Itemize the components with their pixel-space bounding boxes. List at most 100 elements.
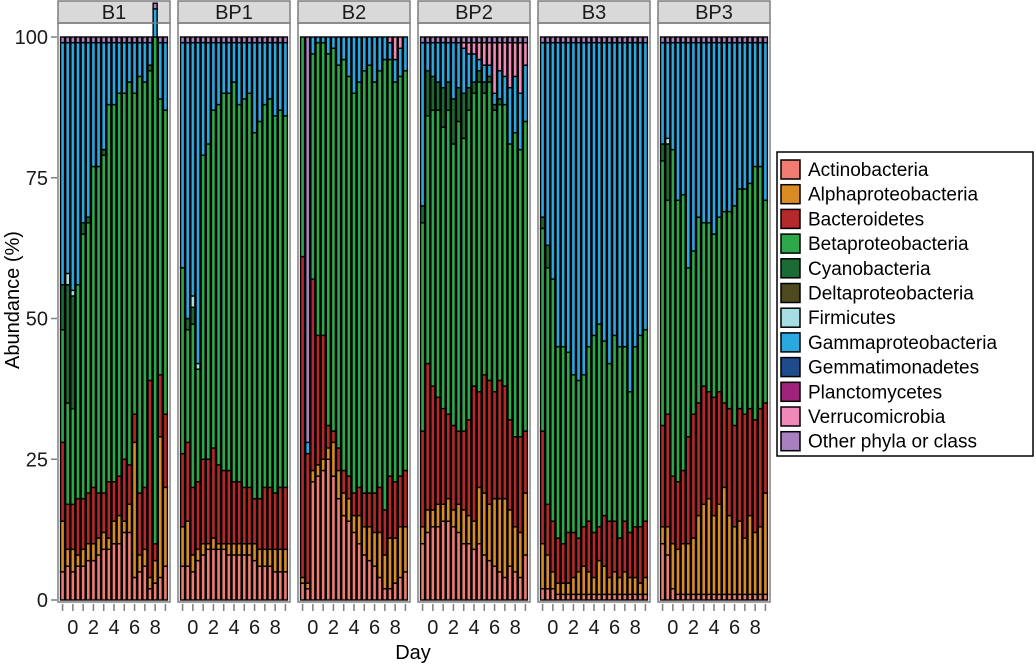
bar-segment-bacteroidetes <box>282 486 289 551</box>
bar-segment-actinobacteria <box>539 588 546 601</box>
bar-segment-bacteroidetes <box>517 436 523 534</box>
bar-segment-betaproteobacteria <box>752 165 758 421</box>
bar-segment-betaproteobacteria <box>445 109 451 415</box>
bar-segment-bacteroidetes <box>272 492 278 551</box>
bar-segment-betaproteobacteria <box>315 41 321 337</box>
bar-segment-betaproteobacteria <box>737 188 743 410</box>
bar-segment-bacteroidetes <box>267 486 273 551</box>
bar-segment-bacteroidetes <box>762 402 769 494</box>
bar-segment-actinobacteria <box>632 593 638 601</box>
bar-segment-alphaproteobacteria <box>502 497 508 579</box>
bar-segment-alphaproteobacteria <box>121 520 127 534</box>
bar-segment-alphaproteobacteria <box>221 543 227 551</box>
bar-segment-bacteroidetes <box>455 430 462 505</box>
bar-segment-other-phyla-or-class <box>757 36 763 44</box>
bar-segment-alphaproteobacteria <box>491 497 498 567</box>
bar-segment-actinobacteria <box>555 593 561 601</box>
bar-segment-betaproteobacteria <box>606 362 613 522</box>
bar-segment-actinobacteria <box>507 565 513 601</box>
bar-segment-betaproteobacteria <box>601 340 607 517</box>
bar-segment-other-phyla-or-class <box>481 36 487 44</box>
bar-segment-cyanobacteria <box>147 64 153 72</box>
facet-title-b2: B2 <box>342 2 366 24</box>
bar-segment-betaproteobacteria <box>371 81 378 494</box>
bar-segment-actinobacteria <box>450 526 457 601</box>
bar-segment-actinobacteria <box>272 571 278 601</box>
bar-segment-bacteroidetes <box>157 374 163 438</box>
bar-segment-bacteroidetes <box>262 486 268 551</box>
bar-segment-other-phyla-or-class <box>116 36 122 44</box>
bar-segment-actinobacteria <box>80 565 86 601</box>
bar-segment-betaproteobacteria <box>507 143 513 421</box>
bar-segment-gammaproteobacteria <box>742 41 748 190</box>
bar-segment-bacteroidetes <box>430 385 436 511</box>
bar-segment-actinobacteria <box>346 520 352 601</box>
bar-segment-verrucomicrobia <box>486 41 493 66</box>
bar-segment-betaproteobacteria <box>351 92 357 494</box>
bar-segment-alphaproteobacteria <box>231 543 237 556</box>
bar-segment-gammaproteobacteria <box>305 441 311 455</box>
bar-segment-bacteroidetes <box>670 475 676 545</box>
bar-segment-other-phyla-or-class <box>85 36 91 44</box>
bar-segment-bacteroidetes <box>581 526 587 567</box>
bar-segment-betaproteobacteria <box>142 81 148 489</box>
bar-segment-alphaproteobacteria <box>701 503 707 596</box>
bar-segment-betaproteobacteria <box>695 216 702 404</box>
bar-segment-actinobacteria <box>575 593 582 601</box>
bar-segment-gammaproteobacteria <box>131 41 138 94</box>
legend-key-planctomycetes <box>780 381 801 403</box>
bar-segment-bacteroidetes <box>632 526 638 579</box>
bar-segment-betaproteobacteria <box>711 233 717 399</box>
bar-segment-gammaproteobacteria <box>361 36 367 72</box>
bar-segment-betaproteobacteria <box>486 81 493 382</box>
bar-segment-other-phyla-or-class <box>642 36 649 44</box>
legend-label-bacteroidetes: Bacteroidetes <box>808 209 924 230</box>
bar-segment-betaproteobacteria <box>126 81 133 466</box>
facet-panel-b1: B1 0 2 4 6 8 <box>57 0 171 639</box>
bar-segment-alphaproteobacteria <box>560 582 566 596</box>
bar-segment-alphaproteobacteria <box>310 469 316 483</box>
bar-segment-alphaproteobacteria <box>461 509 467 545</box>
bar-segment-gammaproteobacteria <box>747 41 753 185</box>
bar-segment-gammaproteobacteria <box>757 41 763 168</box>
bar-segment-firmicutes <box>195 362 201 370</box>
bar-segment-actinobacteria <box>455 531 462 601</box>
bar-segment-bacteroidetes <box>106 481 112 539</box>
bar-segment-actinobacteria <box>341 514 347 601</box>
bar-segment-gammaproteobacteria <box>402 36 409 72</box>
bar-segment-alphaproteobacteria <box>690 537 697 596</box>
bar-segment-bacteroidetes <box>680 469 686 545</box>
bar-segment-other-phyla-or-class <box>586 36 592 44</box>
bar-segment-gammaproteobacteria <box>627 41 633 393</box>
bar-segment-gammaproteobacteria <box>517 92 523 151</box>
bar-segment-bacteroidetes <box>377 486 383 534</box>
bar-segment-other-phyla-or-class <box>497 36 503 44</box>
bar-segment-other-phyla-or-class <box>70 36 76 44</box>
bar-segment-actinobacteria <box>356 543 362 601</box>
bar-segment-actinobacteria <box>642 593 649 601</box>
bar-segment-other-phyla-or-class <box>476 36 482 44</box>
bar-segment-gammaproteobacteria <box>190 41 196 297</box>
bar-segment-betaproteobacteria <box>627 390 633 534</box>
bar-segment-alphaproteobacteria <box>450 509 457 528</box>
bar-segment-betaproteobacteria <box>382 58 388 511</box>
bar-segment-bacteroidetes <box>591 531 597 579</box>
bar-segment-other-phyla-or-class <box>701 36 707 44</box>
bar-segment-alphaproteobacteria <box>726 514 733 596</box>
bar-segment-other-phyla-or-class <box>555 36 561 44</box>
bar-segment-bacteroidetes <box>366 492 373 528</box>
bar-segment-bacteroidetes <box>445 413 451 500</box>
bar-segment-other-phyla-or-class <box>507 36 513 44</box>
bar-segment-betaproteobacteria <box>637 334 643 528</box>
x-tick-label-8: 8 <box>630 617 641 639</box>
bar-segment-gammaproteobacteria <box>392 58 398 83</box>
bar-segment-cyanobacteria <box>665 143 671 201</box>
bar-segment-actinobacteria <box>85 559 91 601</box>
bar-segment-alphaproteobacteria <box>659 526 666 545</box>
bar-segment-cyanobacteria <box>70 295 76 410</box>
bar-segment-other-phyla-or-class <box>466 36 472 44</box>
bar-segment-alphaproteobacteria <box>497 497 503 573</box>
bar-segment-betaproteobacteria <box>80 233 86 500</box>
bar-segment-bacteroidetes <box>522 430 529 494</box>
bar-segment-alphaproteobacteria <box>80 548 86 567</box>
